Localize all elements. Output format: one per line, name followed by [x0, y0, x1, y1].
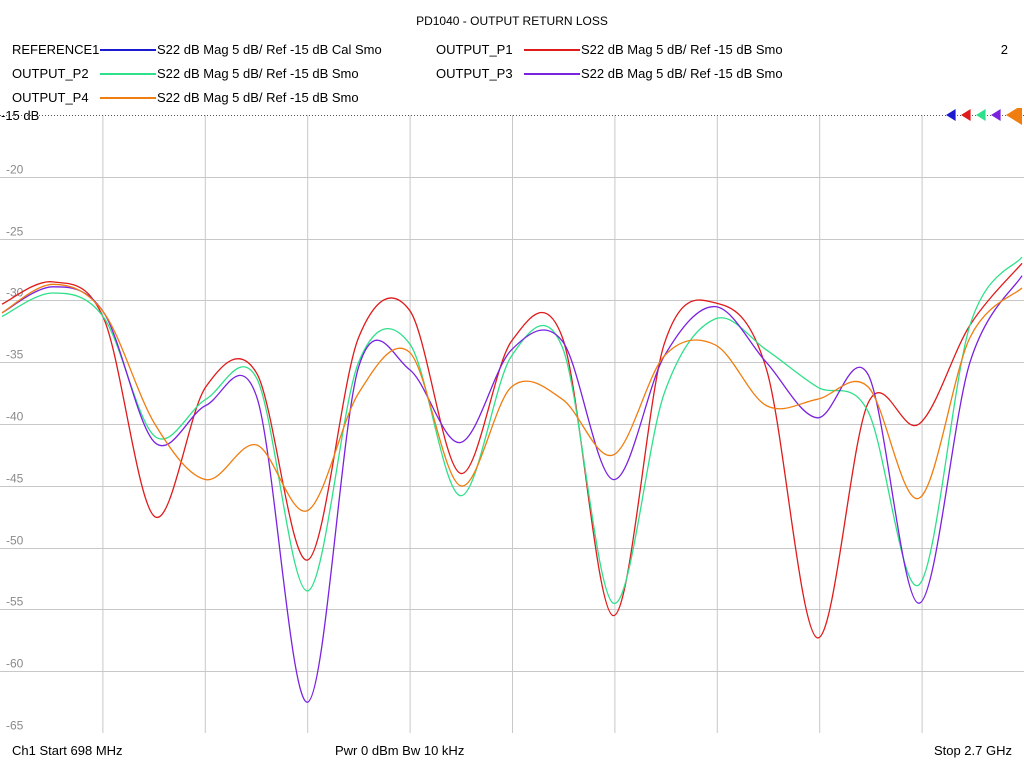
- legend-swatch: [100, 97, 156, 99]
- legend-desc: S22 dB Mag 5 dB/ Ref -15 dB Smo: [581, 66, 783, 81]
- legend-name: OUTPUT_P3: [436, 66, 513, 81]
- page-number: 2: [1000, 42, 1008, 57]
- legend-desc: S22 dB Mag 5 dB/ Ref -15 dB Smo: [581, 42, 783, 57]
- legend-name: OUTPUT_P4: [12, 90, 89, 105]
- y-tick-label: -65: [6, 719, 24, 733]
- power-bandwidth: Pwr 0 dBm Bw 10 kHz: [335, 743, 465, 758]
- y-tick-label: -45: [6, 472, 24, 486]
- reference-marker-icon: [961, 109, 971, 121]
- y-tick-label: -25: [6, 225, 24, 239]
- y-tick-label: -20: [6, 163, 24, 177]
- legend-swatch: [524, 73, 580, 75]
- legend-name: OUTPUT_P2: [12, 66, 89, 81]
- y-tick-label: -40: [6, 410, 24, 424]
- start-frequency: Ch1 Start 698 MHz: [12, 743, 123, 758]
- trace-output-p3: [1, 275, 1023, 703]
- legend-name: REFERENCE1: [12, 42, 100, 57]
- plot-area: -20 -25 -30 -35 -40 -45 -50 -55 -60 -65 -15 dB: [0, 108, 1024, 733]
- y-tick-label: -55: [6, 595, 24, 609]
- stop-frequency: Stop 2.7 GHz: [933, 743, 1012, 758]
- legend-entry-reference1: REFERENCE1 S22 dB Mag 5 dB/ Ref -15 dB C…: [12, 42, 432, 58]
- legend-desc: S22 dB Mag 5 dB/ Ref -15 dB Smo: [157, 66, 359, 81]
- y-tick-label: -60: [6, 657, 24, 671]
- chart-title: PD1040 - OUTPUT RETURN LOSS: [416, 14, 608, 28]
- trace-output-p4: [1, 283, 1023, 512]
- legend-entry-output-p4: OUTPUT_P4 S22 dB Mag 5 dB/ Ref -15 dB Sm…: [12, 90, 432, 106]
- y-tick-label: -50: [6, 534, 24, 548]
- y-tick-label: -30: [6, 286, 24, 300]
- legend-desc: S22 dB Mag 5 dB/ Ref -15 dB Smo: [157, 90, 359, 105]
- legend-swatch: [524, 49, 580, 51]
- trace-output-p2: [1, 256, 1023, 604]
- reference-marker-icon: [991, 109, 1001, 121]
- legend-entry-output-p3: OUTPUT_P3 S22 dB Mag 5 dB/ Ref -15 dB Sm…: [436, 66, 856, 82]
- legend-entry-output-p1: OUTPUT_P1 S22 dB Mag 5 dB/ Ref -15 dB Sm…: [436, 42, 856, 58]
- y-tick-label: -35: [6, 348, 24, 362]
- legend-swatch: [100, 73, 156, 75]
- legend-desc: S22 dB Mag 5 dB/ Ref -15 dB Cal Smo: [157, 42, 382, 57]
- legend-swatch: [100, 49, 156, 51]
- trace-output-p1: [1, 262, 1023, 639]
- reference-marker-icon: [1006, 108, 1022, 125]
- reference-marker-icon: [946, 109, 956, 121]
- reference-label: -15 dB: [1, 108, 39, 123]
- legend-entry-output-p2: OUTPUT_P2 S22 dB Mag 5 dB/ Ref -15 dB Sm…: [12, 66, 432, 82]
- legend-name: OUTPUT_P1: [436, 42, 513, 57]
- reference-marker-icon: [976, 109, 986, 121]
